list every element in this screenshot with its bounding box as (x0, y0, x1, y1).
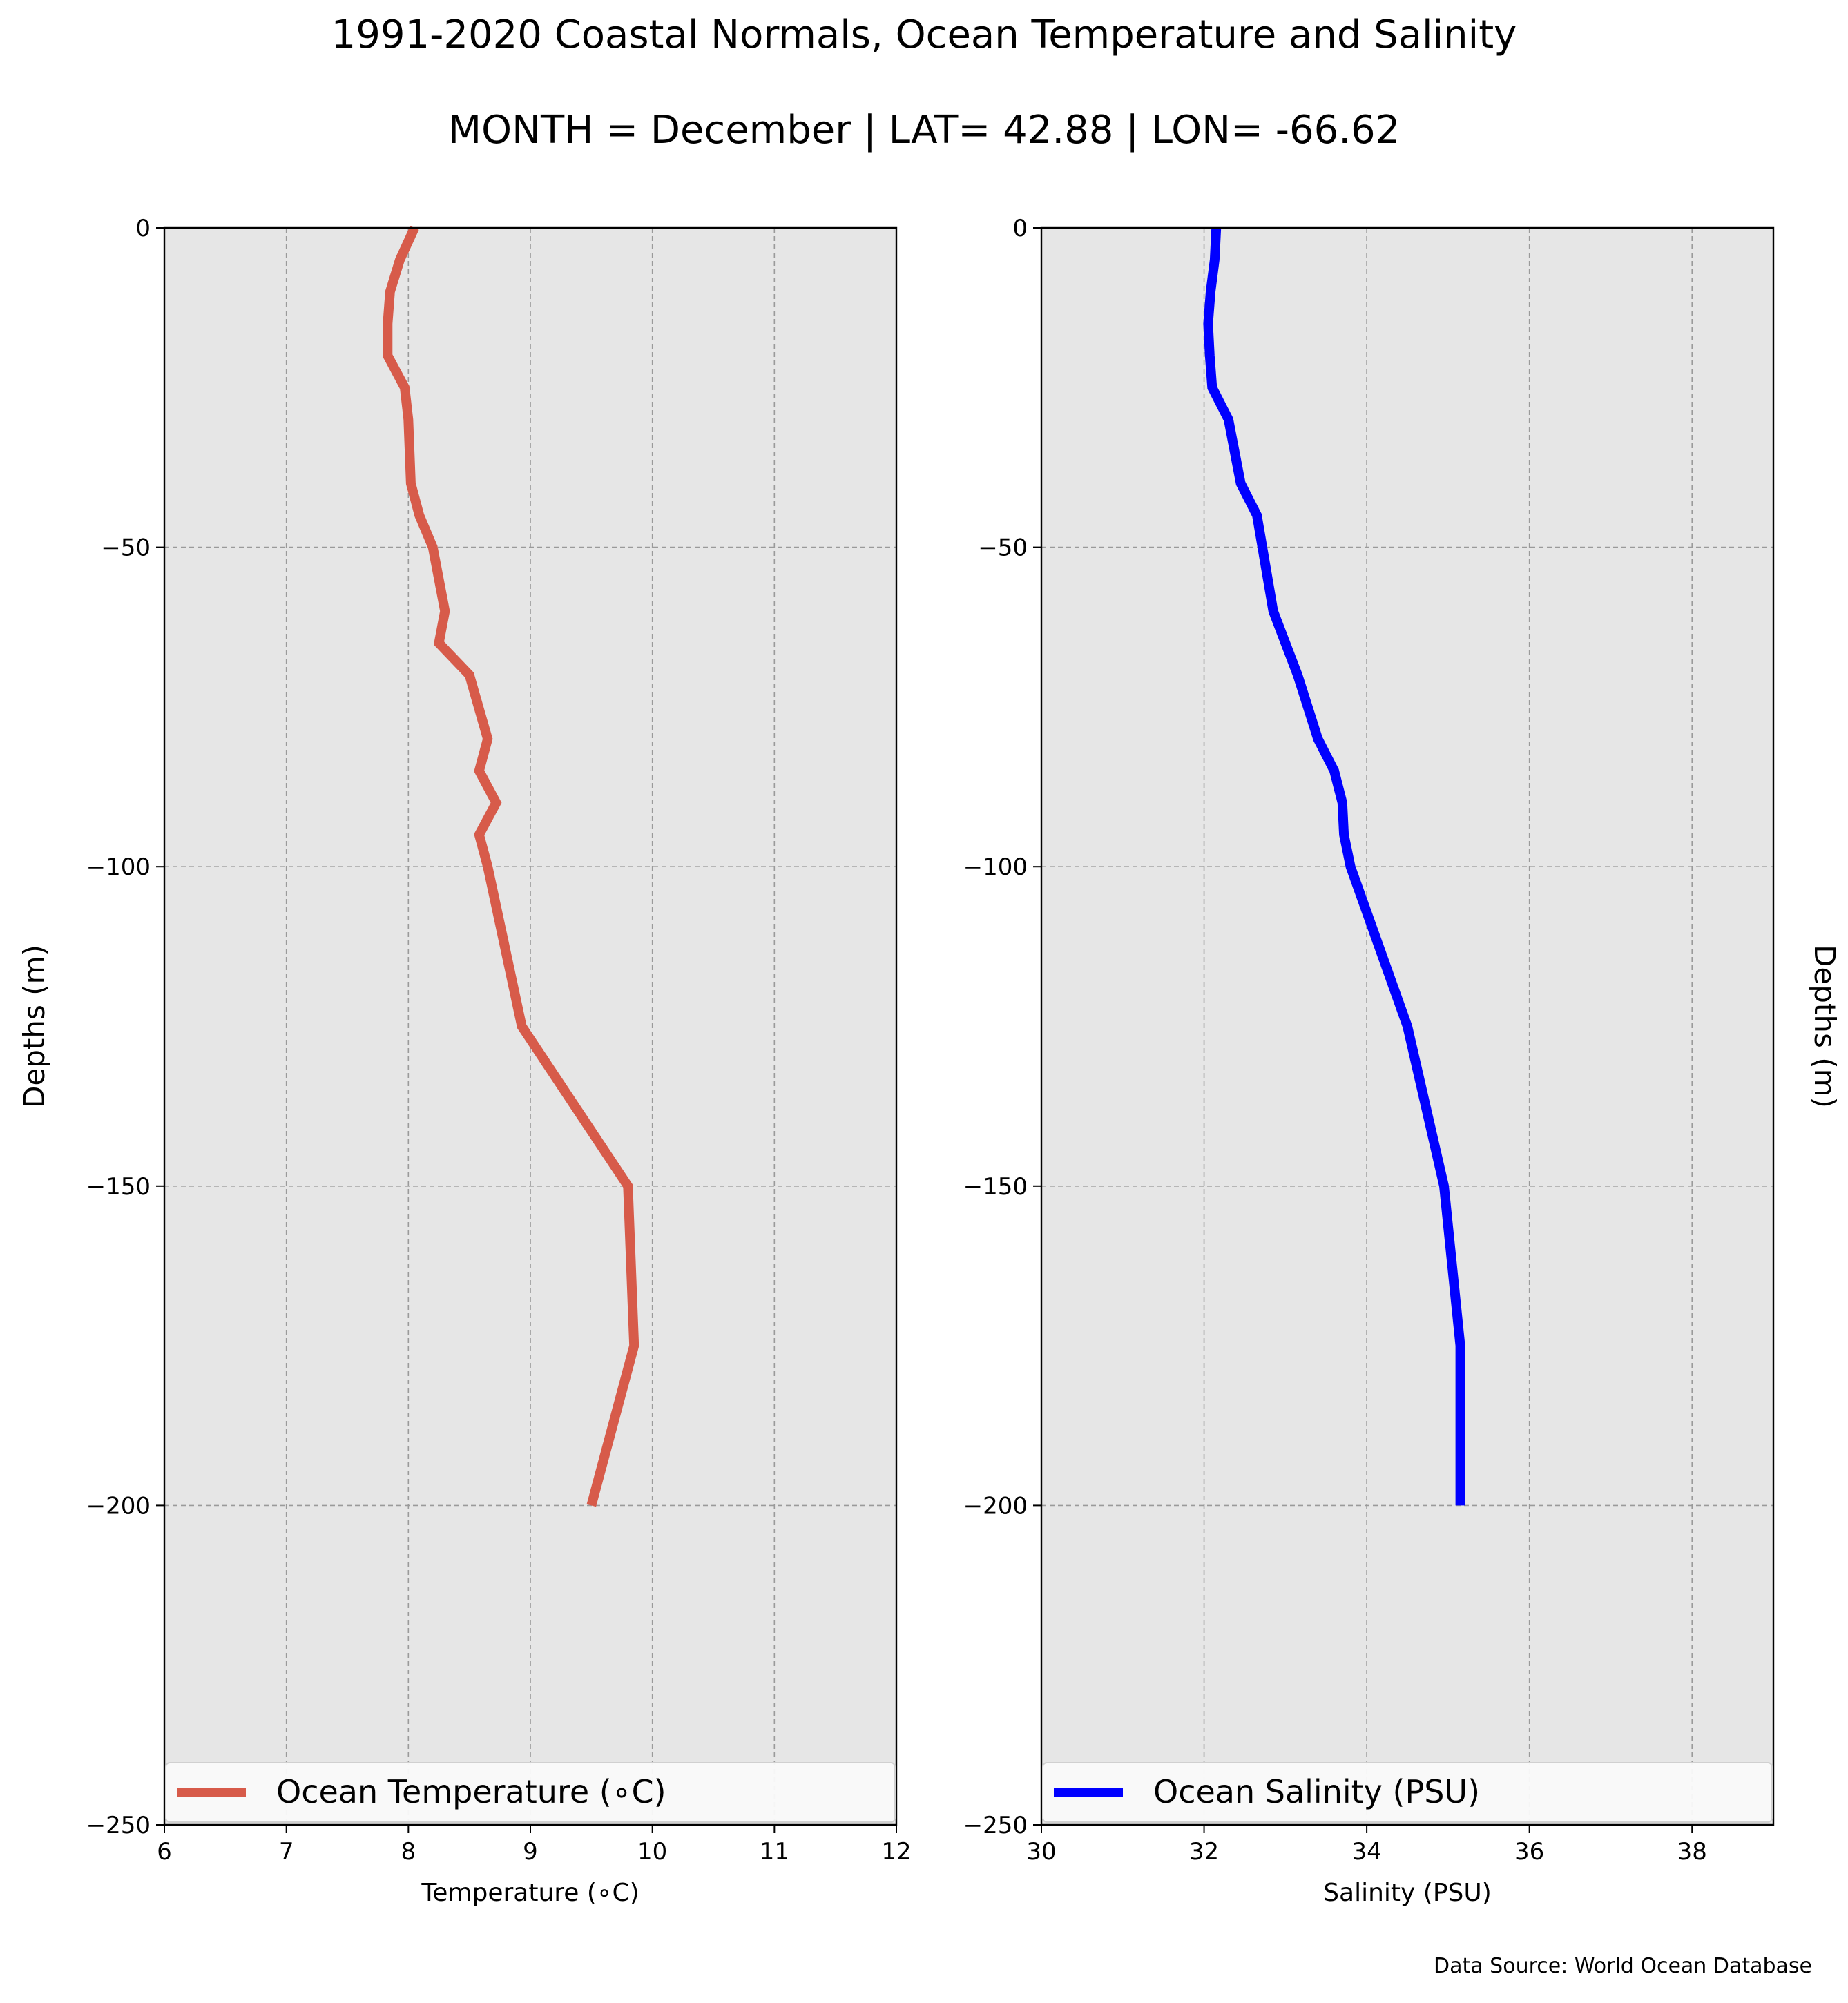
temperature-legend-box (165, 1762, 896, 1823)
salinity-legend-box (1042, 1762, 1773, 1823)
salinity-x-tick-label: 36 (1514, 1838, 1544, 1866)
temperature-y-tick-label: 0 (135, 215, 151, 242)
salinity-x-tick-label: 32 (1189, 1838, 1219, 1866)
temperature-legend: Ocean Temperature (∘C) (165, 1762, 896, 1823)
salinity-y-tick-label: 0 (1012, 215, 1028, 242)
temperature-legend-label: Ocean Temperature (∘C) (276, 1773, 666, 1810)
salinity-y-tick-label: −50 (978, 534, 1028, 562)
temperature-x-axis-label: Temperature (∘C) (421, 1879, 639, 1907)
salinity-y-tick-label: −250 (963, 1812, 1028, 1839)
temperature-y-tick-label: −50 (101, 534, 151, 562)
temperature-panel: 6 7 8 9 10 11 12 0 −50 −100 −150 −200 −250 Temperatur… (17, 215, 912, 1907)
temperature-series-line (383, 226, 639, 1507)
data-source-note: Data Source: World Ocean Database (1434, 1954, 1812, 1978)
temperature-y-tick-label: −150 (86, 1173, 151, 1201)
temperature-x-tick-label: 10 (637, 1838, 667, 1866)
temperature-y-tick-label: −100 (86, 853, 151, 881)
chart-subtitle: MONTH = December | LAT= 42.88 | LON= -66… (447, 108, 1401, 153)
salinity-y-tick-label: −200 (963, 1492, 1028, 1520)
chart-title: 1991-2020 Coastal Normals, Ocean Tempera… (331, 12, 1517, 57)
salinity-x-tick-label: 38 (1677, 1838, 1707, 1866)
salinity-legend: Ocean Salinity (PSU) (1042, 1762, 1773, 1823)
salinity-x-axis-label: Salinity (PSU) (1323, 1879, 1492, 1907)
temperature-x-tick-label: 12 (881, 1838, 911, 1866)
salinity-series-line (1203, 227, 1465, 1506)
salinity-y-tick-label: −150 (963, 1173, 1028, 1201)
salinity-axes-frame (1040, 226, 1775, 1826)
temperature-x-tick-label: 6 (157, 1838, 172, 1866)
temperature-y-tick-label: −200 (86, 1492, 151, 1520)
temperature-x-tick-label: 8 (401, 1838, 416, 1866)
temperature-x-tick-label: 7 (279, 1838, 294, 1866)
temperature-x-tick-label: 9 (523, 1838, 538, 1866)
temperature-y-axis-label: Depths (m) (17, 945, 51, 1108)
salinity-y-axis-label: Depths (m) (1808, 945, 1842, 1108)
salinity-x-tick-label: 34 (1351, 1838, 1381, 1866)
salinity-x-tick-label: 30 (1026, 1838, 1056, 1866)
chart-area: 6 7 8 9 10 11 12 0 −50 −100 −150 −200 −250 Temperatur… (17, 215, 1842, 1907)
salinity-panel: 30 32 34 36 38 0 −50 −100 −150 −200 −250 Salinity (… (963, 215, 1842, 1907)
salinity-legend-label: Ocean Salinity (PSU) (1153, 1773, 1480, 1810)
temperature-y-tick-label: −250 (86, 1812, 151, 1839)
temperature-x-tick-label: 11 (760, 1838, 789, 1866)
salinity-y-tick-label: −100 (963, 853, 1028, 881)
